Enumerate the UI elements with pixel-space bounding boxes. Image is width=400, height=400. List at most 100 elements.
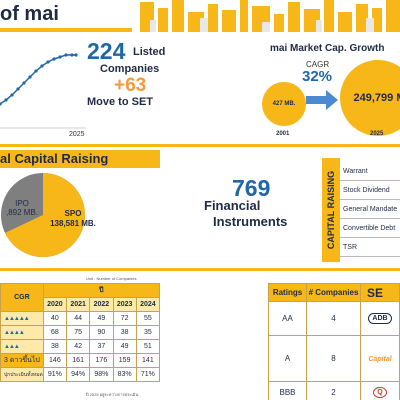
rating-cell: AA: [268, 301, 307, 336]
table-row: ▲▲▲▲ 68 75 90 38 35: [0, 325, 161, 340]
spo-slice: [4, 173, 85, 257]
year-header: 2024: [135, 297, 161, 312]
table-cell: 75: [65, 325, 91, 340]
table-cell: 42: [65, 339, 91, 354]
growth-point: [64, 53, 68, 57]
table-cell: 55: [135, 311, 161, 326]
capital-raising-ribbon-label: CAPITAL RAISING: [322, 158, 340, 262]
growth-point: [74, 53, 78, 57]
companies-header: # Companies: [306, 283, 361, 302]
table-cell: 35: [135, 325, 161, 340]
market-cap-end-value: 249,799 MB.: [353, 92, 400, 104]
table-row: 3 ดาวขึ้นไป 146 161 176 159 141: [0, 353, 161, 368]
growth-point: [22, 81, 26, 85]
year-header: 2021: [65, 297, 91, 312]
table-cell: 176: [89, 353, 114, 368]
table-row: ปุกประเมินทั้งหมด 91% 94% 98% 83% 71%: [0, 367, 161, 382]
year-header: 2023: [112, 297, 137, 312]
cagr-label: CAGR: [306, 60, 330, 69]
table-cell: 51: [135, 339, 161, 354]
ratings-header: Ratings: [268, 283, 307, 302]
growth-point: [58, 55, 62, 59]
capital-raising-pie: [1, 173, 85, 257]
market-cap-end-circle: 249,799 MB.: [340, 60, 400, 136]
year-header: 2020: [42, 297, 68, 312]
company-logo: Capital: [368, 355, 392, 363]
chart-end-year: 2025: [69, 131, 85, 138]
financial-instruments-label-2: Instruments: [213, 214, 288, 229]
table-row: A 8 Capital: [268, 335, 400, 382]
table-cell: 98%: [89, 367, 114, 382]
table-cell: 38: [42, 339, 68, 354]
financial-instruments-label-1: Financial: [204, 198, 261, 213]
section-divider: [0, 144, 400, 147]
instrument-item-general-mandate: General Mandate: [340, 200, 400, 219]
listed-growth-line: [0, 53, 86, 129]
year-group-header: ปี: [42, 283, 161, 298]
table-row: AA 4 ADB: [268, 301, 400, 336]
city-skyline-banner: [132, 0, 400, 40]
ipo-value: ,892 MB.: [5, 208, 38, 218]
growth-point: [70, 53, 74, 57]
table-cell: 40: [42, 311, 68, 326]
ribbon-text: CAPITAL RAISING: [326, 170, 337, 250]
spo-value: 138,581 MB.: [50, 219, 96, 228]
growth-point: [4, 98, 8, 102]
instrument-item-convertible-debt: Convertible Debt: [340, 219, 400, 238]
move-to-set-count: +63: [114, 75, 147, 96]
ipo-name: IPO: [15, 199, 29, 208]
rating-cell: BBB: [268, 381, 307, 400]
cg-rating-table: CGR ปี 2020 2021 2022 2023 2024 ▲▲▲▲▲ 40…: [0, 283, 161, 382]
row-label: ▲▲▲▲: [0, 325, 44, 340]
growth-arrow-icon: [306, 90, 338, 110]
logo-cell: Q: [360, 381, 400, 400]
ratings-table: Ratings # Companies SE AA 4 ADB A 8 Capi…: [268, 283, 400, 400]
table-cell: 146: [42, 353, 68, 368]
table-cell: 72: [112, 311, 137, 326]
instrument-item-stock-dividend: Stock Dividend: [340, 181, 400, 200]
growth-point: [10, 93, 14, 97]
year-header: 2022: [89, 297, 114, 312]
table-cell: 83%: [112, 367, 137, 382]
capital-raising-title: al Capital Raising: [0, 151, 109, 166]
market-cap-start-value: 427 MB.: [272, 101, 296, 107]
row-label: 3 ดาวขึ้นไป: [0, 353, 44, 368]
move-to-set-label: Move to SET: [87, 96, 154, 108]
spo-name: SPO: [64, 209, 82, 218]
market-cap-start-circle: 427 MB.: [262, 82, 306, 126]
table-cell: 159: [112, 353, 137, 368]
growth-point: [52, 57, 56, 61]
row-label: ปุกประเมินทั้งหมด: [0, 367, 44, 382]
companies-label: Companies: [100, 63, 160, 75]
table-cell: 91%: [42, 367, 68, 382]
table-row: ▲▲▲▲▲ 40 44 49 72 55: [0, 311, 161, 326]
company-logo: ADB: [368, 313, 392, 324]
table-cell: 90: [89, 325, 114, 340]
table-cell: 141: [135, 353, 161, 368]
spo-label: SPO 138,581 MB.: [47, 209, 99, 229]
growth-point: [46, 60, 50, 64]
market-cap-end-year: 2025: [370, 131, 384, 137]
table-cell: 38: [112, 325, 137, 340]
table-cell: 68: [42, 325, 68, 340]
growth-point: [0, 102, 2, 106]
listed-companies-count: 224: [87, 38, 126, 64]
table-cell: 49: [89, 311, 114, 326]
company-logo: Q: [373, 387, 387, 398]
table-row: ▲▲▲ 38 42 37 49 51: [0, 339, 161, 354]
table-footnote: ปี 2025 อยู่ระหว่างการประเมิน: [86, 392, 139, 397]
cagr-value: 32%: [302, 68, 333, 85]
companies-cell: 2: [306, 381, 361, 400]
logo-cell: Capital: [360, 335, 400, 382]
table-cell: 49: [112, 339, 137, 354]
growth-point: [34, 69, 38, 73]
table-cell: 44: [65, 311, 91, 326]
growth-point: [40, 64, 44, 68]
instrument-list: Warrant Stock Dividend General Mandate C…: [340, 162, 400, 257]
section-divider-lower: [0, 268, 400, 271]
table-cell: 161: [65, 353, 91, 368]
growth-point: [16, 87, 20, 91]
table-cell: 94%: [65, 367, 91, 382]
title-underline: [0, 28, 132, 32]
market-cap-start-year: 2001: [276, 131, 290, 137]
